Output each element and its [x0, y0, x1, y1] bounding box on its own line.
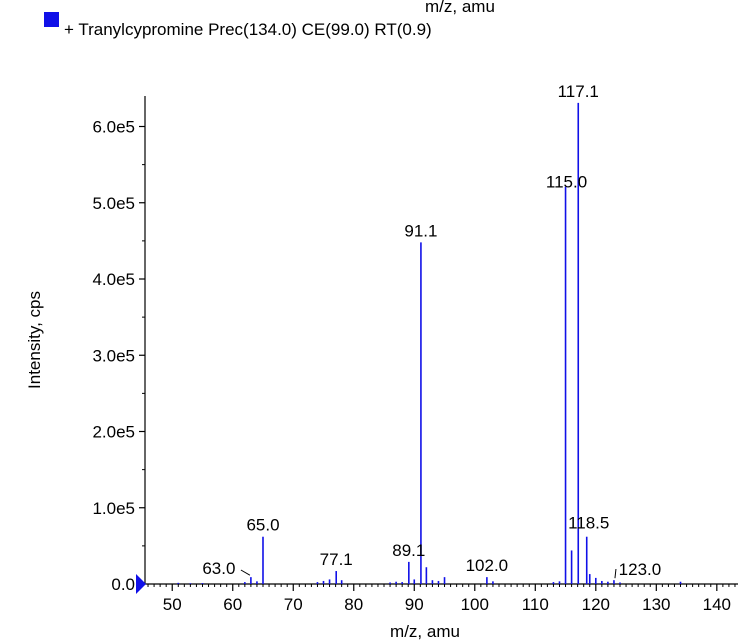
y-axis-ticks: 0.0 1.0e5 2.0e5 3.0e5 4.0e5 5.0e5 6.0e5 — [92, 118, 145, 594]
x-tick-label: 110 — [522, 595, 549, 614]
x-tick-label: 70 — [284, 595, 303, 614]
peak-leader-line — [240, 569, 251, 576]
x-tick-label: 50 — [163, 595, 182, 614]
peak-leader-line — [614, 568, 617, 579]
legend-entry-label: + Tranylcypromine Prec(134.0) CE(99.0) R… — [64, 20, 432, 39]
y-tick-label: 3.0e5 — [92, 346, 135, 365]
peak-label: 65.0 — [246, 516, 279, 535]
peak-label: 118.5 — [568, 514, 609, 533]
peak-series — [177, 102, 682, 584]
legend-swatch — [44, 12, 59, 27]
peak-label: 91.1 — [404, 221, 437, 240]
x-tick-label: 100 — [461, 595, 489, 614]
y-tick-label: 4.0e5 — [92, 270, 135, 289]
x-tick-label: 90 — [405, 595, 424, 614]
peak-label: 117.1 — [558, 82, 599, 101]
y-tick-label: 1.0e5 — [92, 499, 135, 518]
y-tick-label: 0.0 — [111, 575, 135, 594]
peak-label: 115.0 — [546, 173, 587, 192]
y-axis-title: Intensity, cps — [25, 291, 44, 389]
peak-label: 77.1 — [320, 550, 353, 569]
peak-label: 63.0 — [202, 559, 235, 578]
zero-level-marker — [136, 574, 146, 594]
x-axis-title: m/z, amu — [390, 622, 460, 641]
peak-label: 123.0 — [619, 560, 662, 579]
y-tick-label: 6.0e5 — [92, 118, 135, 137]
peak-label: 89.1 — [392, 541, 425, 560]
legend: m/z, amu + Tranylcypromine Prec(134.0) C… — [44, 0, 495, 39]
y-tick-label: 2.0e5 — [92, 423, 135, 442]
peak-labels: 63.0 65.0 77.1 89.1 91.1 102.0 115.0 117.1 118.5… — [202, 82, 661, 579]
x-tick-label: 120 — [582, 595, 610, 614]
axes: 0.0 1.0e5 2.0e5 3.0e5 4.0e5 5.0e5 6.0e5 50 60 70… — [92, 96, 738, 614]
x-tick-label: 80 — [344, 595, 363, 614]
x-tick-label: 130 — [642, 595, 670, 614]
x-tick-label: 140 — [703, 595, 731, 614]
y-tick-label: 5.0e5 — [92, 194, 135, 213]
x-axis-ticks: 50 60 70 80 90 100 110 120 130 140 — [147, 584, 736, 614]
x-tick-label: 60 — [223, 595, 242, 614]
legend-cut-axis-text: m/z, amu — [425, 0, 495, 16]
peak-label: 102.0 — [466, 556, 509, 575]
